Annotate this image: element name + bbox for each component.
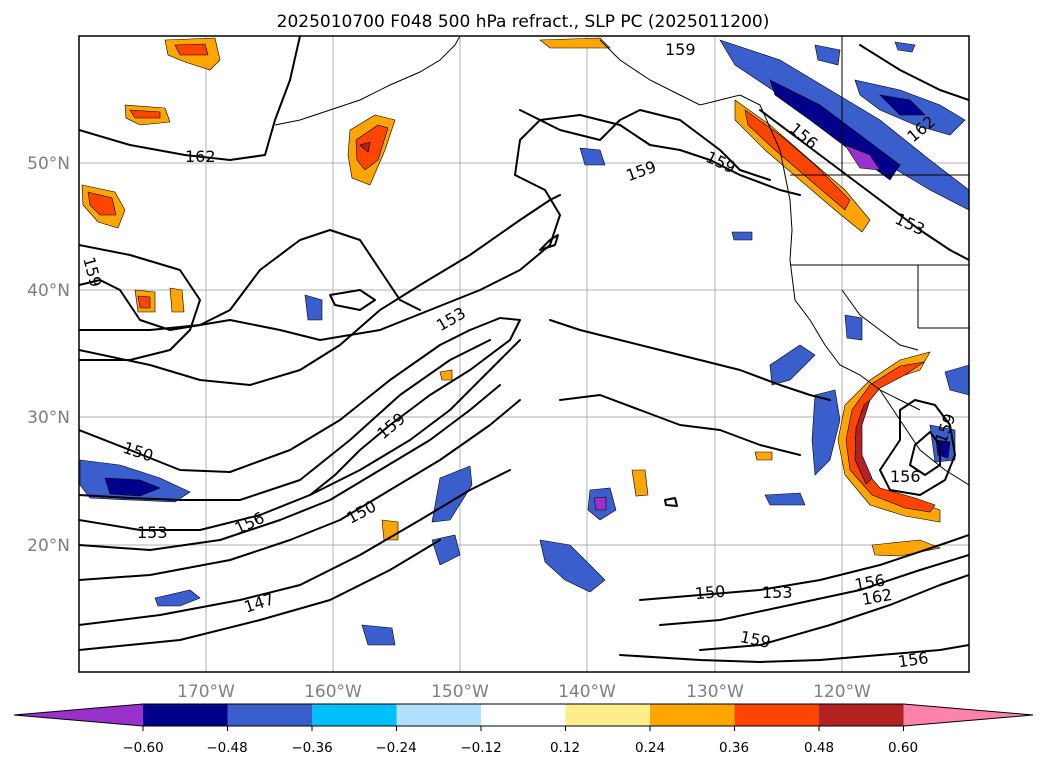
lon-label: 160°W	[304, 682, 362, 702]
colorbar-tick-label: −0.12	[460, 740, 501, 756]
plot-border	[78, 35, 970, 673]
refractivity-patches	[79, 37, 969, 646]
colorbar-tick-label: 0.36	[719, 740, 749, 756]
lon-label: 130°W	[686, 682, 744, 702]
lon-label: 120°W	[813, 682, 871, 702]
lat-labels: 50°N 40°N 30°N 20°N	[27, 154, 70, 556]
contour-label: 153	[762, 583, 793, 602]
colorbar-tick-label: 0.24	[635, 740, 665, 756]
lon-label: 150°W	[431, 682, 489, 702]
coastlines	[274, 36, 969, 486]
colorbar-tick-label: −0.60	[122, 740, 163, 756]
contour-labels: 162 159 159 159 156 153 159 162 153 159 …	[79, 40, 959, 671]
colorbar-tick-label: −0.48	[206, 740, 247, 756]
colorbar-tick-label: 0.48	[804, 740, 834, 756]
lat-label: 30°N	[27, 408, 70, 428]
colorbar-labels: −0.60 −0.48 −0.36 −0.24 −0.12 0.12 0.24 …	[122, 740, 918, 756]
colorbar-tick-label: −0.24	[375, 740, 416, 756]
chart-title: 2025010700 F048 500 hPa refract., SLP PC…	[277, 12, 770, 32]
colorbar-tick-label: −0.36	[291, 740, 332, 756]
colorbar-extend-min	[14, 704, 143, 726]
lat-label: 40°N	[27, 281, 70, 301]
colorbar-segment	[143, 704, 228, 726]
lat-label: 50°N	[27, 154, 70, 174]
colorbar-segment	[312, 704, 397, 726]
lon-label: 170°W	[177, 682, 235, 702]
contour-label: 156	[897, 648, 930, 671]
colorbar-segment	[565, 704, 651, 726]
lat-label: 20°N	[27, 536, 70, 556]
contour-label: 159	[665, 40, 696, 59]
colorbar-segment	[734, 704, 820, 726]
colorbar-segment	[481, 704, 566, 726]
contour-label: 156	[890, 467, 921, 486]
lon-label: 140°W	[558, 682, 616, 702]
colorbar	[13, 703, 1034, 731]
colorbar-tick-label: 0.60	[888, 740, 918, 756]
plot-area	[79, 36, 969, 672]
contour-label: 150	[694, 582, 726, 604]
colorbar-segment	[650, 704, 735, 726]
colorbar-segment	[819, 704, 904, 726]
colorbar-segment	[227, 704, 313, 726]
colorbar-segment	[396, 704, 482, 726]
slp-contours	[79, 36, 969, 663]
colorbar-tick-label: 0.12	[550, 740, 580, 756]
contour-label: 162	[185, 147, 216, 166]
colorbar-extend-max	[903, 704, 1033, 726]
contour-label: 153	[137, 523, 168, 542]
lon-labels: 170°W 160°W 150°W 140°W 130°W 120°W	[177, 682, 871, 702]
